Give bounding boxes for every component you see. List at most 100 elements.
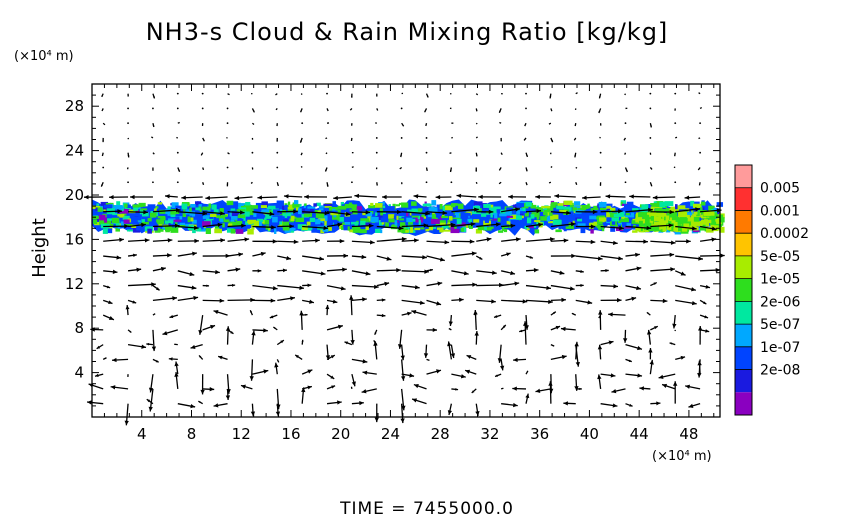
cloud-cell: [266, 205, 276, 210]
cloud-cell: [205, 228, 211, 235]
cloud-cell: [462, 226, 467, 232]
wind-vector: [449, 152, 452, 154]
wind-vector: [426, 268, 434, 272]
cloud-cell: [510, 214, 517, 220]
wind-vector: [374, 403, 379, 423]
wind-vector: [277, 224, 294, 229]
wind-vector: [102, 299, 113, 305]
wind-vector: [128, 210, 148, 215]
cloud-cell: [103, 217, 108, 223]
wind-vector: [451, 270, 469, 276]
wind-vector: [688, 403, 701, 408]
wind-vector: [103, 269, 118, 274]
cloud-cell: [199, 223, 204, 230]
cloud-cell: [658, 217, 665, 222]
wind-vector: [426, 358, 430, 361]
wind-vector: [650, 240, 676, 245]
cloud-cell: [272, 216, 278, 223]
wind-vector: [574, 108, 577, 110]
wind-vector: [550, 354, 567, 361]
cloud-cell: [532, 224, 537, 228]
cloud-cell: [666, 221, 675, 227]
wind-vector: [494, 373, 502, 378]
cloud-cell: [235, 229, 244, 234]
wind-vector: [650, 298, 668, 304]
wind-vector: [599, 182, 602, 186]
cloud-cell: [381, 211, 386, 215]
cloud-cell: [437, 220, 446, 226]
wind-vector: [425, 151, 428, 154]
wind-vector: [674, 181, 677, 184]
cloud-cell: [153, 225, 158, 231]
cloud-cell: [552, 219, 562, 225]
wind-vector: [326, 222, 343, 228]
wind-vector: [276, 182, 279, 187]
cloud-cell: [577, 208, 587, 211]
cloud-cell: [265, 209, 274, 216]
cloud-cell: [219, 218, 224, 222]
cloud-cell: [370, 225, 378, 229]
cloud-cell: [700, 201, 706, 206]
wind-vector: [374, 329, 378, 336]
x-tick-label: 4: [137, 425, 147, 443]
cloud-cell: [173, 216, 180, 223]
wind-vector: [376, 236, 407, 242]
cloud-cell: [690, 223, 697, 228]
wind-vector: [300, 93, 303, 96]
cloud-cell: [464, 206, 473, 210]
wind-vector: [376, 313, 386, 318]
wind-vector: [475, 136, 478, 139]
cloud-cell: [636, 216, 643, 223]
cloud-cell: [261, 209, 270, 213]
cloud-cell: [192, 227, 196, 234]
wind-vector: [283, 194, 303, 199]
wind-vector: [449, 167, 453, 173]
wind-vector: [646, 329, 652, 345]
x-tick-label: 24: [381, 425, 400, 443]
cloud-cell: [700, 224, 706, 231]
wind-vector: [550, 222, 576, 228]
cloud-cell: [251, 224, 255, 230]
cloud-cell: [303, 203, 306, 208]
cloud-cell: [664, 201, 674, 207]
wind-vector: [152, 238, 173, 243]
wind-vector: [550, 152, 552, 155]
cloud-cell: [174, 220, 178, 226]
wind-vector: [251, 122, 255, 126]
wind-vector: [213, 309, 228, 316]
wind-vector: [598, 310, 603, 330]
wind-vector: [152, 181, 154, 184]
wind-vector: [152, 107, 154, 110]
wind-vector: [152, 152, 155, 155]
wind-vector: [181, 195, 203, 200]
wind-vector: [426, 210, 448, 215]
cloud-cell: [309, 217, 316, 223]
cloud-cell: [428, 226, 434, 231]
cloud-cell: [173, 219, 182, 222]
cloud-cell: [213, 209, 219, 214]
wind-vector: [599, 166, 602, 169]
colorbar-label: 2e-06: [760, 294, 800, 310]
wind-vector: [599, 123, 602, 126]
cloud-cell: [473, 201, 483, 206]
cloud-cell: [710, 221, 717, 225]
wind-vector: [227, 152, 230, 155]
wind-vector: [251, 108, 255, 113]
wind-vector: [401, 223, 429, 228]
cloud-cell: [380, 217, 388, 223]
colorbar-label: 5e-07: [760, 317, 800, 333]
cloud-cell: [165, 209, 171, 215]
cloud-cell: [294, 200, 299, 206]
cloud-cell: [700, 207, 703, 212]
cloud-cell: [253, 213, 257, 217]
cloud-cell: [598, 201, 607, 208]
cloud-cell: [411, 201, 417, 206]
cloud-cell: [624, 215, 633, 218]
x-tick-label: 32: [480, 425, 499, 443]
cloud-cell: [199, 227, 206, 232]
wind-vector: [125, 305, 130, 316]
wind-vector: [177, 121, 180, 124]
cloud-cell: [380, 229, 383, 234]
wind-vector: [500, 152, 503, 156]
cloud-cell: [316, 202, 321, 207]
